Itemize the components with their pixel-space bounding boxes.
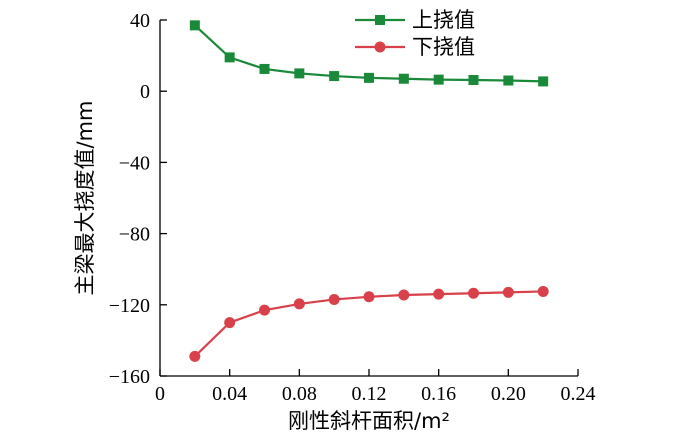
data-point [259, 304, 270, 316]
data-point [189, 350, 201, 362]
legend-label: 下挠值 [412, 35, 475, 59]
y-tick-label: −40 [119, 152, 150, 174]
data-point [502, 286, 514, 298]
y-axis-label: 主梁最大挠度值/mm [73, 101, 97, 296]
data-point [293, 298, 305, 310]
data-point [294, 68, 305, 79]
axes: 0 0.04 0.08 0.12 0.16 0.20 0.24 40 0 −40 −80 −120 −1… [109, 10, 596, 405]
x-tick-label: 0.16 [421, 383, 456, 405]
data-point [537, 285, 549, 297]
legend-marker [375, 15, 385, 25]
data-point [189, 20, 200, 31]
y-tick-label: 0 [140, 81, 150, 103]
data-point [503, 75, 514, 86]
legend-item: 下挠值 [355, 35, 475, 59]
data-point [433, 74, 444, 85]
series-1 [189, 20, 549, 87]
y-tick-label: −80 [119, 224, 150, 246]
data-point [329, 71, 340, 82]
data-point [468, 74, 479, 85]
x-tick-label: 0.12 [352, 383, 387, 405]
data-point [259, 63, 270, 74]
data-point [224, 52, 235, 63]
x-tick-label: 0 [155, 383, 165, 405]
y-tick-label: 40 [130, 10, 150, 32]
data-point [398, 289, 410, 301]
data-point [363, 291, 375, 303]
data-point [224, 317, 236, 329]
y-tick-label: −120 [109, 295, 150, 317]
x-axis-label: 刚性斜杆面积/m² [288, 409, 450, 433]
x-tick-label: 0.08 [282, 383, 317, 405]
data-point [328, 293, 340, 305]
x-tick-label: 0.20 [491, 383, 526, 405]
data-point [398, 73, 409, 84]
data-point [468, 287, 479, 299]
data-point [538, 76, 549, 87]
data-point [433, 288, 445, 300]
y-tick-label: −160 [109, 366, 150, 388]
legend-label: 上挠值 [412, 8, 475, 32]
series-2 [189, 285, 549, 362]
x-tick-label: 0.04 [212, 383, 247, 405]
legend-marker [374, 41, 386, 53]
legend-item: 上挠值 [355, 8, 475, 32]
x-tick-label: 0.24 [561, 383, 596, 405]
series-layer [189, 20, 549, 362]
data-point [364, 72, 374, 83]
